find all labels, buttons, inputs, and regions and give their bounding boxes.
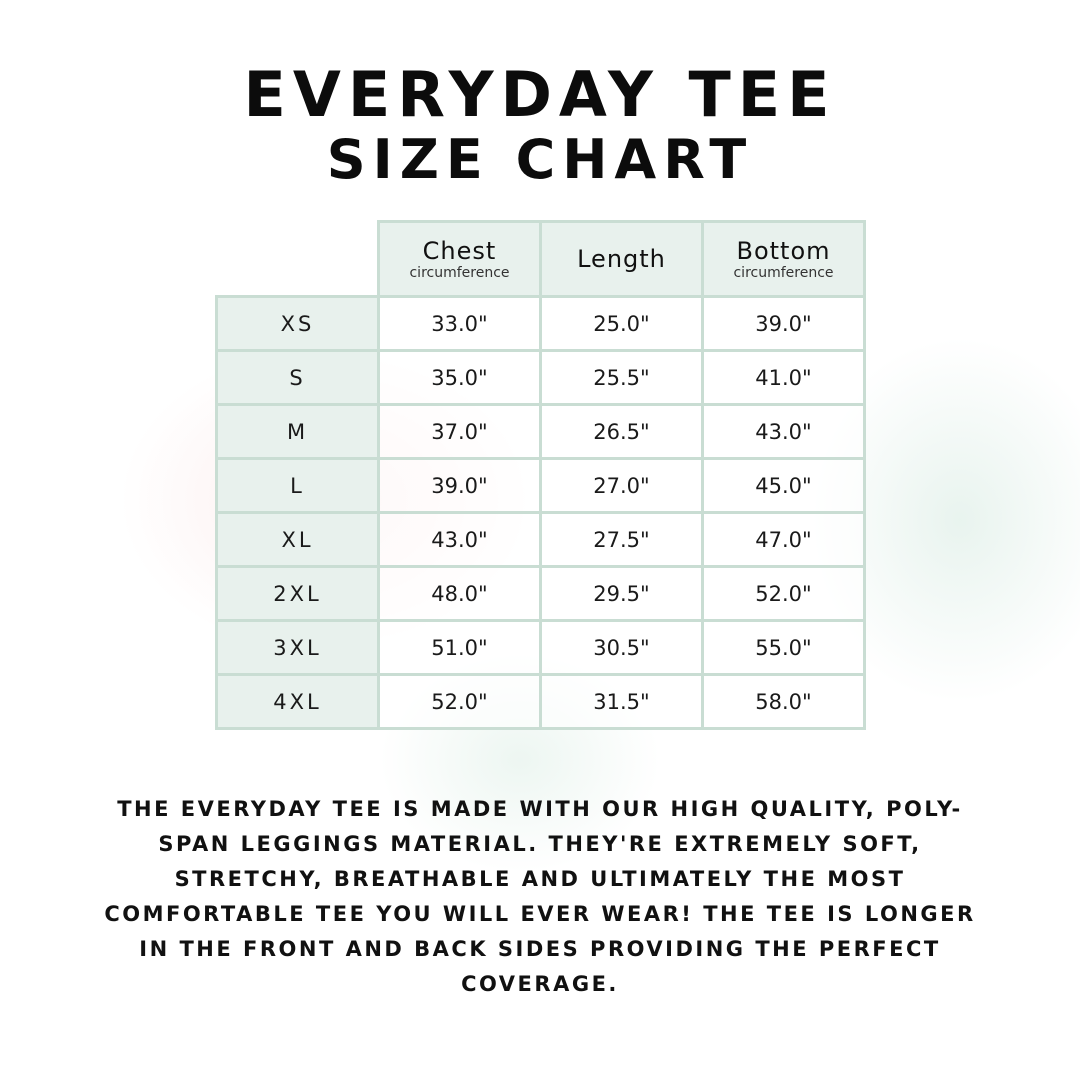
size-cell: S: [215, 349, 380, 406]
chest-cell: 39.0": [377, 457, 542, 514]
bottom-cell: 43.0": [701, 403, 866, 460]
length-cell: 31.5": [539, 673, 704, 730]
length-cell: 27.0": [539, 457, 704, 514]
table-row: 4XL 52.0" 31.5" 58.0": [215, 673, 866, 730]
header-row: Chest circumference Length Bottom circumfe…: [217, 220, 866, 298]
table-row: 3XL 51.0" 30.5" 55.0": [215, 619, 866, 676]
chest-cell: 48.0": [377, 565, 542, 622]
size-cell: 4XL: [215, 673, 380, 730]
bottom-cell: 39.0": [701, 295, 866, 352]
size-chart-table: Chest circumference Length Bottom circumfe…: [215, 220, 866, 730]
bottom-cell: 41.0": [701, 349, 866, 406]
header-chest: Chest circumference: [377, 220, 542, 298]
length-cell: 29.5": [539, 565, 704, 622]
header-label: Chest: [422, 237, 497, 265]
table-row: XL 43.0" 27.5" 47.0": [215, 511, 866, 568]
chest-cell: 33.0": [377, 295, 542, 352]
table-row: L 39.0" 27.0" 45.0": [215, 457, 866, 514]
header-label: Length: [577, 245, 666, 273]
table-row: M 37.0" 26.5" 43.0": [215, 403, 866, 460]
size-cell: XL: [215, 511, 380, 568]
product-description: THE EVERYDAY TEE IS MADE WITH OUR HIGH Q…: [104, 797, 976, 996]
page-subtitle: SIZE CHART: [326, 128, 754, 191]
length-cell: 25.5": [539, 349, 704, 406]
length-cell: 25.0": [539, 295, 704, 352]
table-row: XS 33.0" 25.0" 39.0": [215, 295, 866, 352]
header-bottom: Bottom circumference: [701, 220, 866, 298]
length-cell: 30.5": [539, 619, 704, 676]
size-cell: 3XL: [215, 619, 380, 676]
bottom-cell: 52.0": [701, 565, 866, 622]
header-sublabel: circumference: [733, 265, 834, 281]
bottom-cell: 45.0": [701, 457, 866, 514]
chest-cell: 37.0": [377, 403, 542, 460]
bottom-cell: 47.0": [701, 511, 866, 568]
length-cell: 26.5": [539, 403, 704, 460]
size-cell: L: [215, 457, 380, 514]
header-sublabel: circumference: [409, 265, 510, 281]
page-title: EVERYDAY TEE: [243, 58, 837, 131]
chest-cell: 35.0": [377, 349, 542, 406]
bottom-cell: 55.0": [701, 619, 866, 676]
chest-cell: 52.0": [377, 673, 542, 730]
table-row: 2XL 48.0" 29.5" 52.0": [215, 565, 866, 622]
chest-cell: 51.0": [377, 619, 542, 676]
size-cell: XS: [215, 295, 380, 352]
header-length: Length: [539, 220, 704, 298]
size-cell: 2XL: [215, 565, 380, 622]
table-row: S 35.0" 25.5" 41.0": [215, 349, 866, 406]
corner-cell: [217, 222, 379, 297]
header-label: Bottom: [736, 237, 831, 265]
size-cell: M: [215, 403, 380, 460]
bottom-cell: 58.0": [701, 673, 866, 730]
chest-cell: 43.0": [377, 511, 542, 568]
length-cell: 27.5": [539, 511, 704, 568]
